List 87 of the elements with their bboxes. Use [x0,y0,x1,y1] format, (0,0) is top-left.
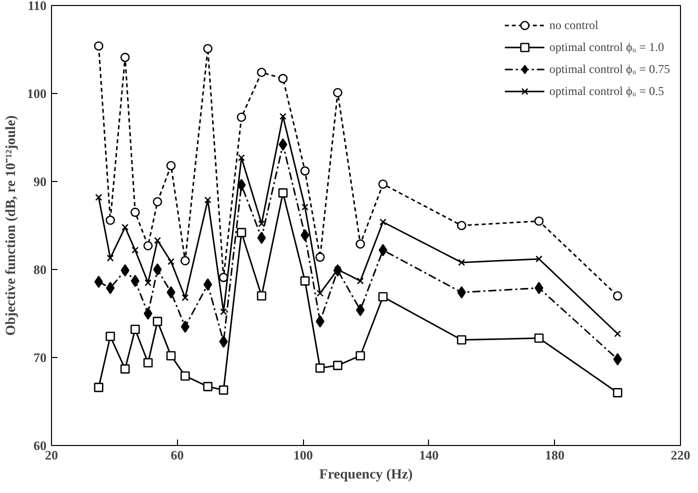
point [300,276,310,286]
y-tick-label: 90 [34,174,46,189]
x-tick-label: 140 [419,448,439,462]
point [356,277,364,284]
x-tick-label: 60 [170,448,184,462]
legend-label: no control [549,18,598,32]
point [315,363,325,373]
point [130,324,140,334]
y-tick-label: 70 [34,350,46,365]
point [279,112,286,120]
point [180,320,190,333]
point [182,294,189,302]
point [130,208,140,217]
point [106,282,115,294]
point [238,154,245,162]
point [278,188,288,198]
point [356,239,365,249]
point [258,220,266,228]
point [143,241,153,250]
point [302,204,308,210]
point [180,256,190,266]
point [144,279,152,286]
y-tick-label: 110 [28,0,47,13]
point [256,291,266,301]
point [95,194,102,201]
point [143,358,153,368]
point [203,382,212,392]
point [300,166,310,176]
point [315,252,325,262]
point [168,258,174,266]
point [456,335,466,345]
x-tick-label: 100 [293,448,313,462]
point [534,333,544,343]
point [278,74,288,84]
legend-label: optimal control ϕᵤ = 0.75 [549,62,670,76]
point [378,292,388,302]
point [236,112,246,122]
point [380,218,386,226]
point [106,254,114,262]
point [204,196,212,204]
point [219,336,228,348]
point [203,278,212,291]
point [120,52,130,62]
point [154,236,161,244]
x-tick-label: 20 [45,448,58,462]
point [94,276,103,288]
point [106,332,115,342]
y-tick-label: 100 [27,86,46,101]
x-tick-label: 220 [670,448,690,462]
point [256,68,266,78]
legend-label: optimal control ϕᵤ = 0.5 [549,84,664,98]
point [166,161,176,170]
point [300,229,310,242]
point [106,216,115,225]
point [94,382,104,392]
y-axis-title: Objective function (dB, re 10⁻¹²joule) [4,114,19,336]
point [333,88,342,98]
point [132,246,139,254]
point [356,351,365,360]
point [614,330,622,338]
point [94,41,104,51]
x-tick-label: 180 [544,448,564,462]
y-tick-label: 60 [34,438,46,453]
point [236,228,246,238]
point [456,220,466,230]
point [535,255,542,262]
point [612,291,622,301]
point [180,371,190,381]
point [257,232,266,244]
point [220,308,228,316]
point [458,258,466,266]
point [122,224,129,231]
point [316,290,324,297]
point [218,385,228,395]
point [613,353,622,366]
point [612,388,622,398]
point [166,351,176,360]
y-tick-label: 80 [34,262,46,277]
point [152,197,162,206]
point [152,316,162,326]
legend-label: optimal control ϕᵤ = 1.0 [549,40,664,54]
point [333,360,342,370]
point [120,364,130,374]
point [534,216,544,226]
point [378,180,388,189]
point [203,44,212,54]
x-axis-title: Frequency (Hz) [319,468,414,482]
